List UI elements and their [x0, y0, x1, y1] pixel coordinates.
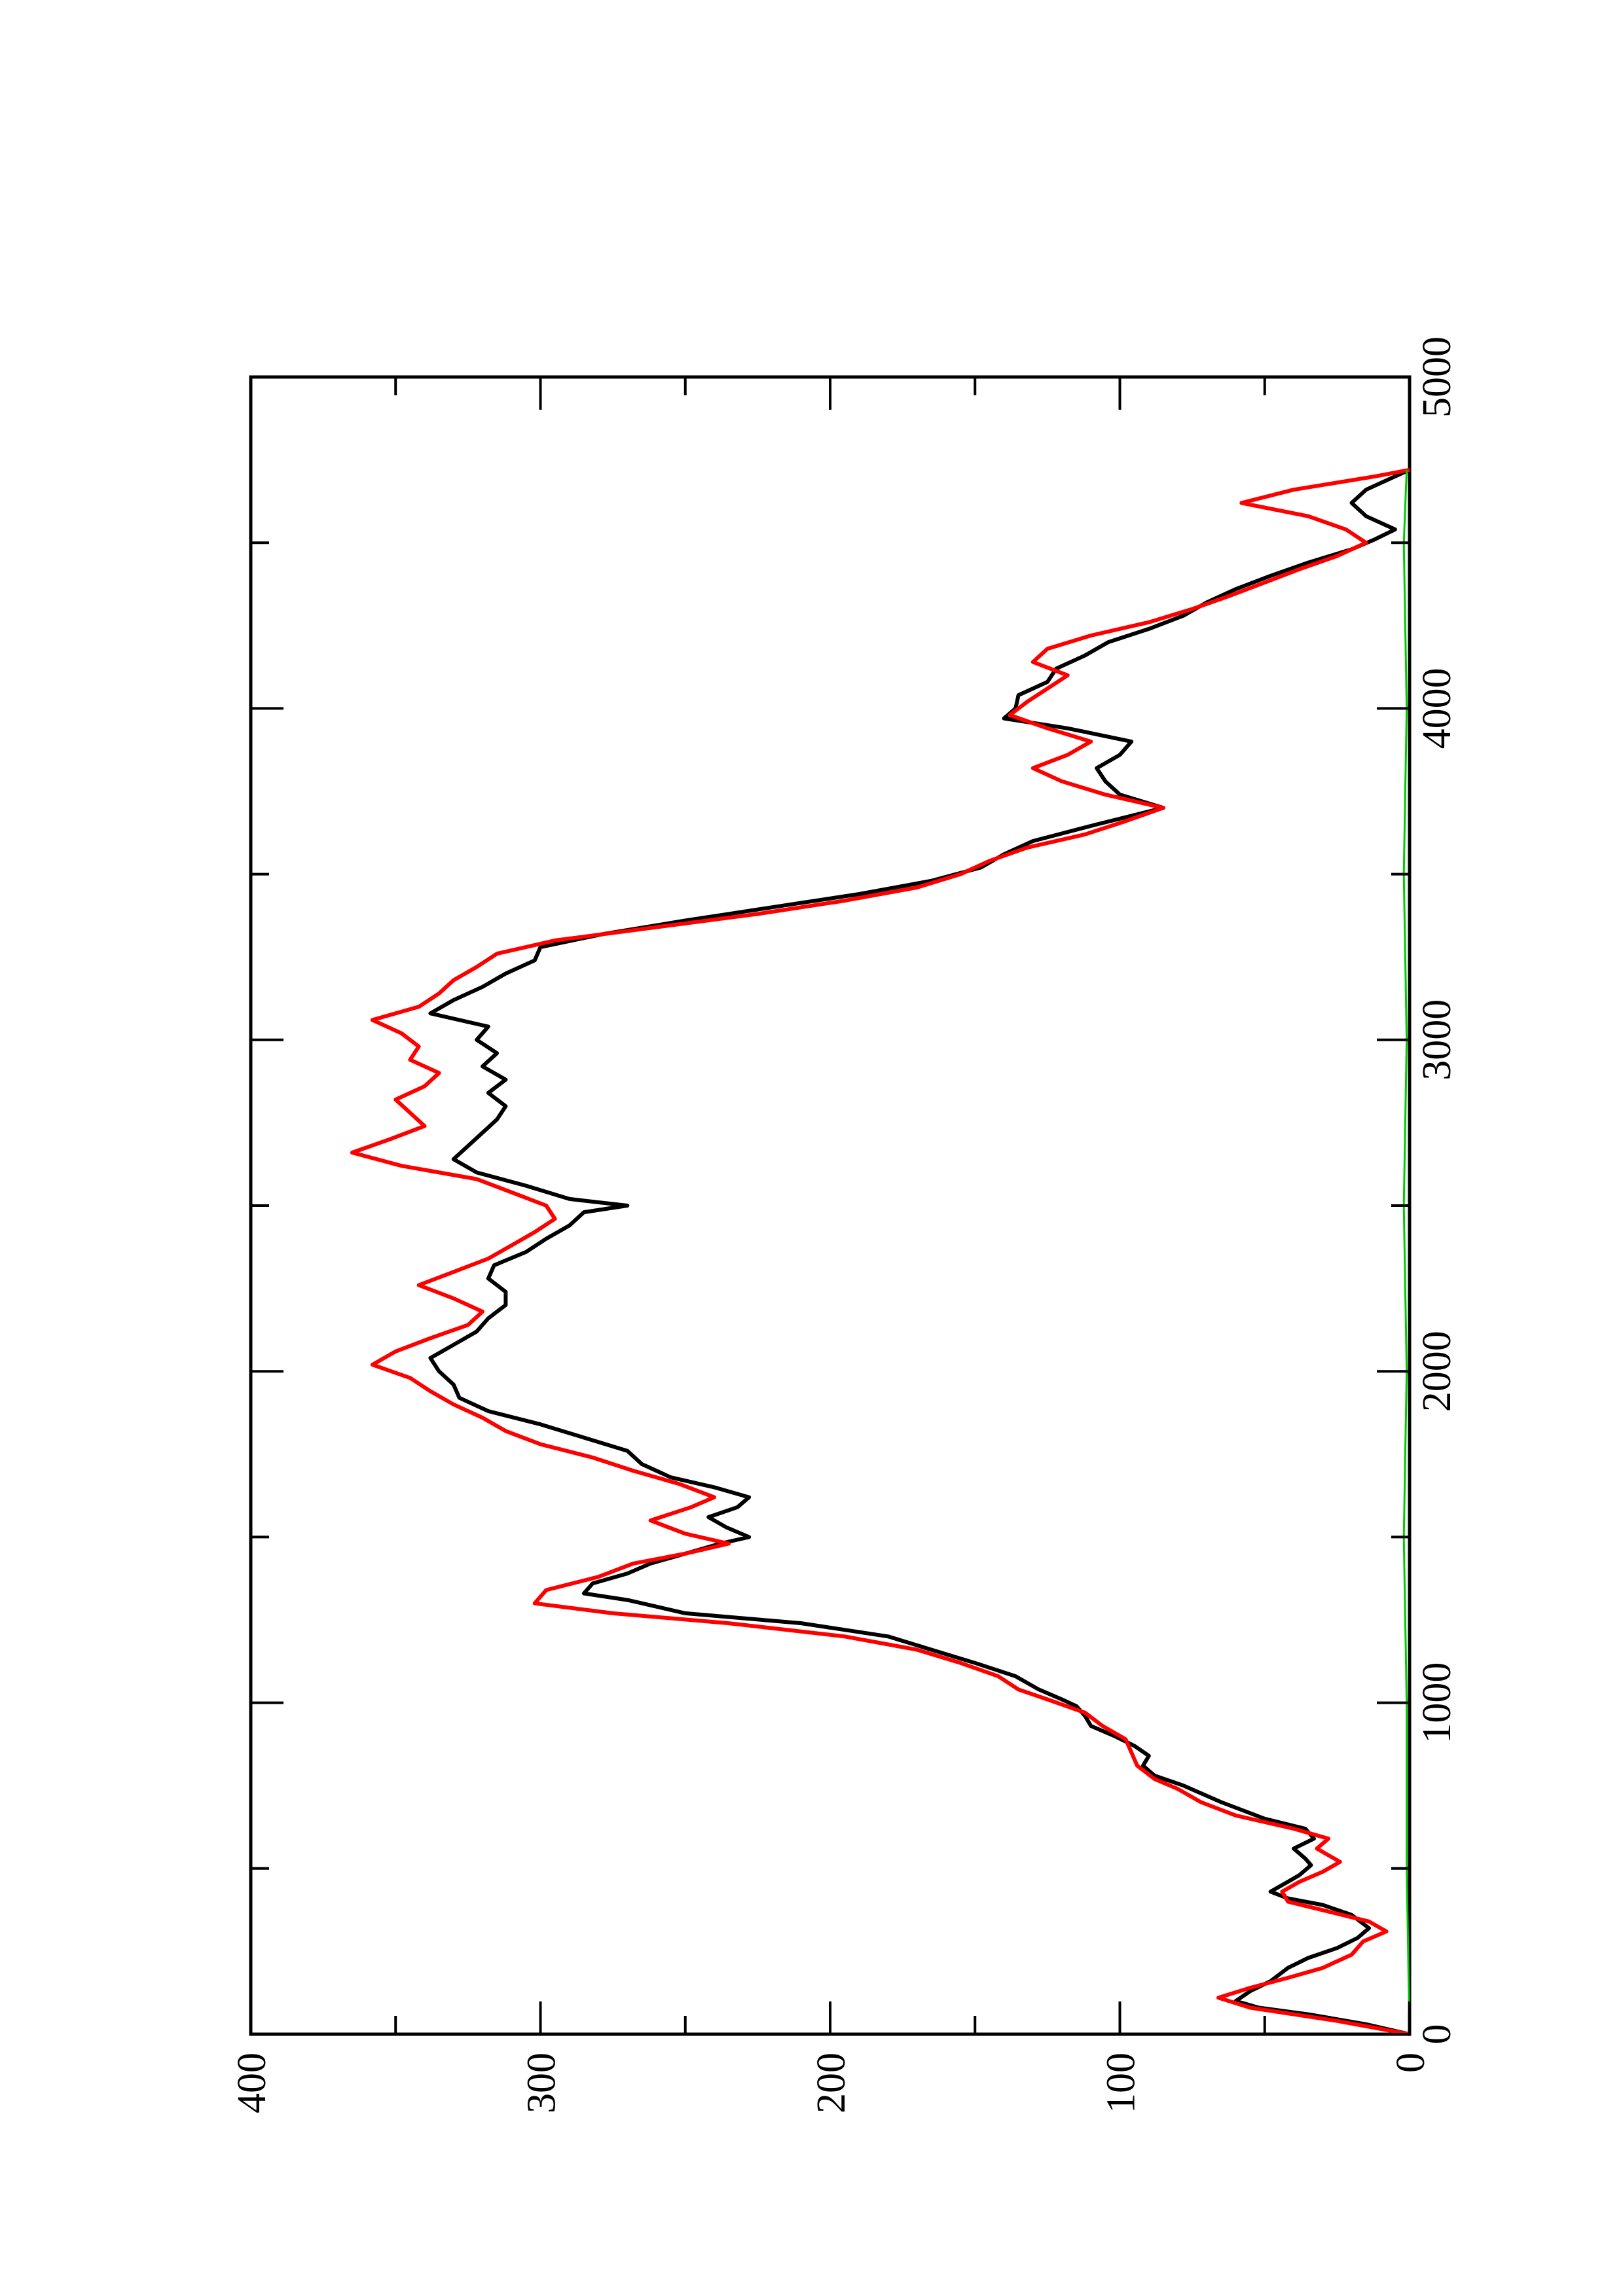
x-tick-labels: 0 1000 2000 3000 4000 5000 [1415, 336, 1459, 2045]
x-tick-label: 4000 [1415, 668, 1459, 749]
plot-frame [249, 375, 1412, 2036]
series-layer [350, 467, 1411, 2036]
series-line-2 [350, 467, 1410, 2036]
x-tick-label: 1000 [1415, 1662, 1459, 1744]
x-tick-label: 5000 [1415, 336, 1459, 418]
y-ticks [249, 377, 1411, 2034]
x-tick-label: 2000 [1415, 1331, 1459, 1412]
y-tick-labels: 0 100 200 300 400 [230, 2053, 1433, 2113]
series-line-1 [428, 468, 1411, 2036]
y-tick-label: 200 [809, 2053, 854, 2113]
plot-area [249, 375, 1412, 2036]
y-tick-label: 400 [230, 2053, 274, 2113]
x-tick-label: 3000 [1415, 999, 1459, 1081]
y-tick-label: 300 [520, 2053, 564, 2113]
y-tick-label: 0 [1389, 2053, 1433, 2073]
x-ticks [251, 376, 1410, 2036]
x-tick-label: 0 [1415, 2024, 1459, 2045]
y-tick-label: 100 [1099, 2053, 1144, 2113]
